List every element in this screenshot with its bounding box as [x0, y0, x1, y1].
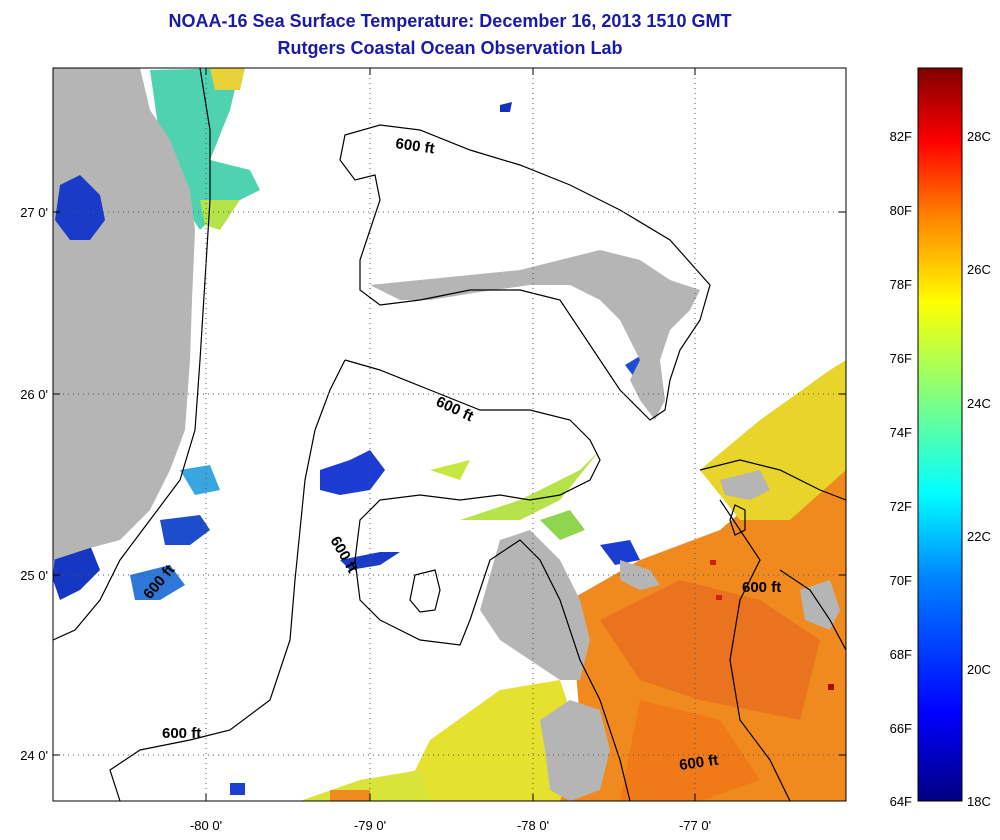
colorbar-c-label: 22C: [967, 529, 991, 544]
colorbar-f-label: 80F: [890, 203, 912, 218]
grand-bahama-abaco: [370, 250, 700, 420]
contour-great-bahama-bank: [344, 359, 631, 801]
lon-label: -78 0': [517, 818, 549, 833]
lat-label: 26 0': [20, 387, 48, 402]
colorbar-c-label: 18C: [967, 794, 991, 809]
colorbar-c-label: 24C: [967, 396, 991, 411]
lake-okeechobee: [55, 175, 105, 240]
contour-east-1: [699, 459, 846, 501]
colorbar-c-label: 26C: [967, 262, 991, 277]
contour-label: 600 ft: [394, 135, 435, 157]
colorbar-gradient: [917, 67, 963, 802]
colorbar-f-label: 78F: [890, 277, 912, 292]
colorbar: 82F 80F 78F 76F 74F 72F 70F 68F 66F 64F …: [890, 67, 991, 809]
axis-ticks: [53, 68, 846, 801]
land-layer: [53, 68, 840, 801]
andros-north: [480, 530, 590, 680]
colorbar-f-label: 64F: [890, 794, 912, 809]
contour-florida: [53, 68, 211, 641]
lat-label: 25 0': [20, 568, 48, 583]
graticule: [53, 68, 846, 801]
lat-label: 24 0': [20, 748, 48, 763]
andros-south: [540, 700, 610, 801]
colorbar-f-label: 72F: [890, 499, 912, 514]
colorbar-c-labels: 28C 26C 24C 22C 20C 18C: [967, 129, 991, 809]
colorbar-f-label: 70F: [890, 573, 912, 588]
longitude-labels: -80 0' -79 0' -78 0' -77 0': [190, 818, 711, 833]
contour-small-ring: [409, 569, 441, 613]
lon-label: -80 0': [190, 818, 222, 833]
colorbar-c-label: 28C: [967, 129, 991, 144]
contour-label: 600 ft: [162, 725, 201, 742]
colorbar-f-label: 74F: [890, 425, 912, 440]
colorbar-f-label: 82F: [890, 129, 912, 144]
lon-label: -79 0': [354, 818, 386, 833]
latitude-labels: 27 0' 26 0' 25 0' 24 0': [20, 205, 48, 763]
map-subtitle: Rutgers Coastal Ocean Observation Lab: [277, 38, 623, 58]
colorbar-f-label: 66F: [890, 721, 912, 736]
map-title: NOAA-16 Sea Surface Temperature: Decembe…: [168, 11, 732, 31]
map-frame: [52, 67, 847, 802]
depth-contours: [53, 68, 846, 801]
contour-label: 600 ft: [742, 579, 781, 596]
contour-label: 600 ft: [678, 752, 719, 774]
contour-east-2: [719, 499, 791, 801]
contour-west: [109, 359, 346, 801]
colorbar-f-label: 68F: [890, 647, 912, 662]
lon-label: -77 0': [679, 818, 711, 833]
colorbar-f-labels: 82F 80F 78F 76F 74F 72F 70F 68F 66F 64F: [890, 129, 912, 809]
lat-label: 27 0': [20, 205, 48, 220]
colorbar-f-label: 76F: [890, 351, 912, 366]
colorbar-c-label: 20C: [967, 662, 991, 677]
contour-little-bahama-bank: [339, 124, 711, 421]
